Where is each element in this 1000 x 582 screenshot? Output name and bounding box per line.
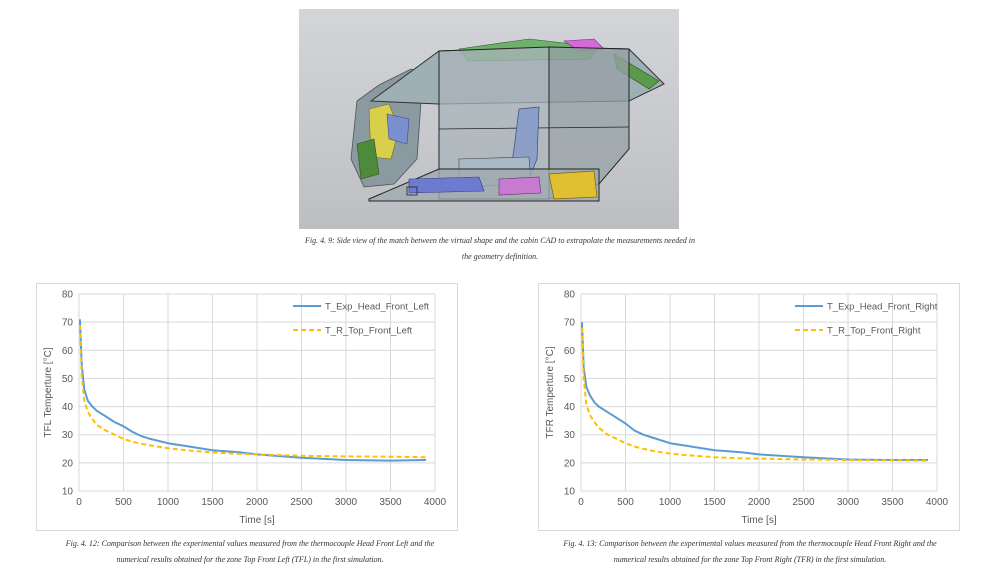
series-line-experimental	[580, 322, 929, 461]
y-tick-label: 50	[62, 374, 74, 385]
x-tick-label: 4000	[424, 497, 447, 508]
y-tick-label: 80	[62, 290, 74, 301]
x-tick-label: 0	[578, 497, 584, 508]
y-tick-label: 10	[62, 487, 74, 498]
x-tick-label: 500	[617, 497, 634, 508]
legend-label: T_Exp_Head_Front_Right	[827, 302, 938, 313]
x-tick-label: 3500	[379, 497, 402, 508]
caption-line: numerical results obtained for the zone …	[116, 555, 384, 564]
x-axis-label: Time [s]	[239, 515, 274, 526]
y-axis-label: TFL Temperture [°C]	[43, 347, 54, 437]
y-axis-label: TFR Temperture [°C]	[545, 346, 556, 438]
x-tick-label: 3000	[837, 497, 860, 508]
x-tick-label: 2500	[792, 497, 815, 508]
y-tick-label: 30	[564, 430, 576, 441]
y-tick-label: 40	[62, 402, 74, 413]
cabin-cad-side-view-image	[299, 9, 679, 229]
chart-tfr: 10 20 30 40 50 60 70 80 0 500 1000 1500 2000 2500 3000…	[538, 283, 960, 531]
x-tick-label: 4000	[926, 497, 949, 508]
y-tick-label: 40	[564, 402, 576, 413]
y-tick-label: 20	[564, 458, 576, 469]
caption-line: Fig. 4. 13: Comparison between the exper…	[563, 539, 937, 548]
series-line-experimental	[78, 319, 427, 462]
caption-line: numerical results obtained for the zone …	[613, 555, 887, 564]
y-tick-label: 60	[62, 346, 74, 357]
figure-caption-tfl: Fig. 4. 12: Comparison between the exper…	[0, 536, 500, 568]
caption-line: the geometry definition.	[461, 252, 539, 261]
legend-label: T_R_Top_Front_Right	[827, 326, 921, 337]
x-tick-label: 1000	[659, 497, 682, 508]
x-tick-label: 3500	[881, 497, 904, 508]
chart-tfl: 10 20 30 40 50 60 70 80 0 500 1000 1500 2000 2500 3000…	[36, 283, 458, 531]
x-axis-label: Time [s]	[741, 515, 776, 526]
series-line-numerical	[580, 327, 929, 462]
y-tick-label: 20	[62, 458, 74, 469]
x-tick-label: 2500	[290, 497, 313, 508]
chart-tfr-svg: 10 20 30 40 50 60 70 80 0 500 1000 1500 2000 2500 3000…	[545, 290, 949, 527]
caption-line: Fig. 4. 9: Side view of the match betwee…	[304, 236, 696, 245]
figure-caption-cad: Fig. 4. 9: Side view of the match betwee…	[150, 233, 850, 265]
series-line-numerical	[78, 324, 427, 459]
y-tick-label: 30	[62, 430, 74, 441]
x-tick-label: 0	[76, 497, 82, 508]
x-tick-label: 2000	[246, 497, 269, 508]
y-tick-label: 10	[564, 487, 576, 498]
y-tick-label: 70	[62, 318, 74, 329]
y-tick-label: 80	[564, 290, 576, 301]
chart-tfl-svg: 10 20 30 40 50 60 70 80 0 500 1000 1500 2000 2500 3000…	[43, 290, 447, 527]
y-tick-label: 50	[564, 374, 576, 385]
x-tick-label: 500	[115, 497, 132, 508]
y-tick-label: 70	[564, 318, 576, 329]
caption-line: Fig. 4. 12: Comparison between the exper…	[65, 539, 435, 548]
x-tick-label: 2000	[748, 497, 771, 508]
x-tick-label: 1500	[703, 497, 726, 508]
x-tick-label: 1500	[201, 497, 224, 508]
y-tick-label: 60	[564, 346, 576, 357]
legend-label: T_Exp_Head_Front_Left	[325, 302, 429, 313]
legend-label: T_R_Top_Front_Left	[325, 326, 412, 337]
x-tick-label: 1000	[157, 497, 180, 508]
x-tick-label: 3000	[335, 497, 358, 508]
figure-caption-tfr: Fig. 4. 13: Comparison between the exper…	[500, 536, 1000, 568]
